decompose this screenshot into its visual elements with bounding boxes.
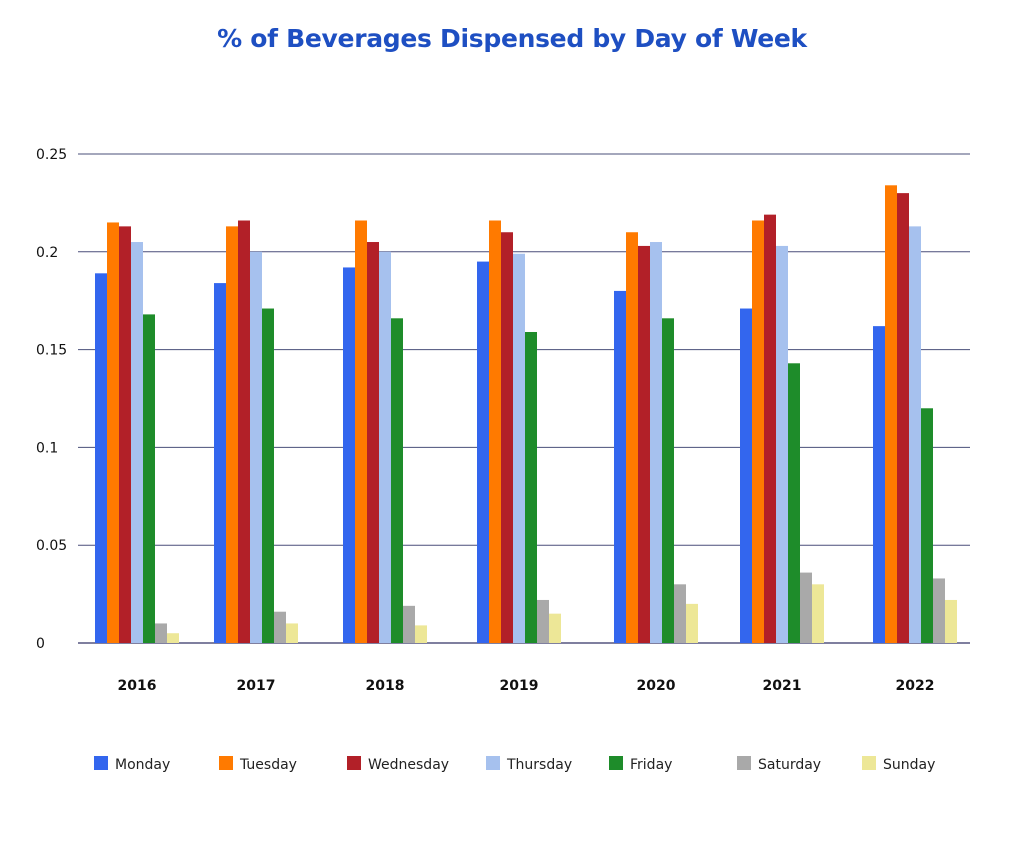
bar-sunday-2018 bbox=[415, 625, 427, 643]
x-tick-label: 2022 bbox=[896, 678, 935, 694]
bar-wednesday-2016 bbox=[119, 226, 131, 643]
bar-tuesday-2019 bbox=[489, 220, 501, 643]
bar-thursday-2021 bbox=[776, 245, 788, 643]
bar-friday-2019 bbox=[525, 331, 537, 643]
x-tick-label: 2020 bbox=[637, 678, 676, 694]
bar-sunday-2021 bbox=[812, 584, 824, 643]
bar-tuesday-2018 bbox=[355, 220, 367, 643]
bar-monday-2020 bbox=[614, 290, 626, 643]
legend-label: Wednesday bbox=[368, 757, 449, 773]
bar-saturday-2022 bbox=[933, 578, 945, 643]
bar-wednesday-2022 bbox=[897, 193, 909, 643]
y-tick-label: 0 bbox=[36, 636, 45, 652]
bar-friday-2017 bbox=[262, 308, 274, 643]
y-tick-label: 0.2 bbox=[36, 245, 58, 261]
bar-tuesday-2021 bbox=[752, 220, 764, 643]
legend: Monday Tuesday Wednesday Thursday Friday Satu… bbox=[94, 756, 935, 773]
bar-saturday-2016 bbox=[155, 623, 167, 643]
bar-wednesday-2018 bbox=[367, 242, 379, 643]
bar-monday-2022 bbox=[873, 326, 885, 643]
y-tick-label: 0.15 bbox=[36, 343, 67, 359]
bar-tuesday-2016 bbox=[107, 222, 119, 643]
x-tick-label: 2019 bbox=[500, 678, 539, 694]
x-tick-label: 2021 bbox=[763, 678, 802, 694]
chart-title: % of Beverages Dispensed by Day of Week bbox=[217, 24, 807, 53]
legend-label: Thursday bbox=[506, 757, 572, 773]
bar-thursday-2017 bbox=[250, 251, 262, 644]
bar-thursday-2019 bbox=[513, 253, 525, 644]
legend-label: Saturday bbox=[758, 757, 821, 773]
bar-thursday-2020 bbox=[650, 242, 662, 643]
bar-wednesday-2021 bbox=[764, 214, 776, 644]
y-axis-ticks: 0 0.05 0.1 0.15 0.2 0.25 bbox=[36, 147, 67, 652]
x-tick-label: 2016 bbox=[118, 678, 157, 694]
x-tick-label: 2017 bbox=[237, 678, 276, 694]
bar-sunday-2022 bbox=[945, 599, 957, 643]
bar-tuesday-2022 bbox=[885, 185, 897, 643]
bar-friday-2018 bbox=[391, 318, 403, 643]
bar-tuesday-2020 bbox=[626, 232, 638, 644]
bar-wednesday-2017 bbox=[238, 220, 250, 643]
y-tick-label: 0.1 bbox=[36, 440, 58, 456]
bar-monday-2016 bbox=[95, 273, 107, 643]
bar-friday-2021 bbox=[788, 363, 800, 643]
bar-thursday-2018 bbox=[379, 251, 391, 644]
bar-monday-2021 bbox=[740, 308, 752, 643]
bar-friday-2022 bbox=[921, 408, 933, 643]
bar-wednesday-2020 bbox=[638, 245, 650, 643]
bar-monday-2018 bbox=[343, 267, 355, 643]
bar-sunday-2017 bbox=[286, 623, 298, 643]
x-tick-label: 2018 bbox=[366, 678, 405, 694]
legend-swatch bbox=[609, 756, 623, 770]
bar-saturday-2019 bbox=[537, 599, 549, 643]
bar-sunday-2020 bbox=[686, 603, 698, 643]
bar-sunday-2016 bbox=[167, 633, 179, 643]
legend-label: Monday bbox=[115, 757, 170, 773]
y-tick-label: 0.25 bbox=[36, 147, 67, 163]
bars bbox=[95, 185, 957, 644]
bar-saturday-2020 bbox=[674, 584, 686, 643]
x-axis-labels: 2016 2017 2018 2019 2020 2021 2022 bbox=[118, 678, 935, 694]
y-tick-label: 0.05 bbox=[36, 538, 67, 554]
legend-swatch bbox=[347, 756, 361, 770]
bar-saturday-2021 bbox=[800, 572, 812, 643]
bar-thursday-2022 bbox=[909, 226, 921, 643]
legend-swatch bbox=[862, 756, 876, 770]
legend-swatch bbox=[737, 756, 751, 770]
legend-swatch bbox=[486, 756, 500, 770]
legend-label: Friday bbox=[630, 757, 672, 773]
bar-tuesday-2017 bbox=[226, 226, 238, 643]
legend-swatch bbox=[94, 756, 108, 770]
bar-monday-2017 bbox=[214, 283, 226, 643]
bar-friday-2016 bbox=[143, 314, 155, 643]
bar-thursday-2016 bbox=[131, 242, 143, 643]
bar-sunday-2019 bbox=[549, 613, 561, 643]
legend-swatch bbox=[219, 756, 233, 770]
legend-label: Tuesday bbox=[239, 757, 297, 773]
bar-wednesday-2019 bbox=[501, 232, 513, 644]
bar-saturday-2018 bbox=[403, 605, 415, 643]
legend-label: Sunday bbox=[883, 757, 935, 773]
bar-friday-2020 bbox=[662, 318, 674, 643]
bar-monday-2019 bbox=[477, 261, 489, 643]
bar-saturday-2017 bbox=[274, 611, 286, 643]
